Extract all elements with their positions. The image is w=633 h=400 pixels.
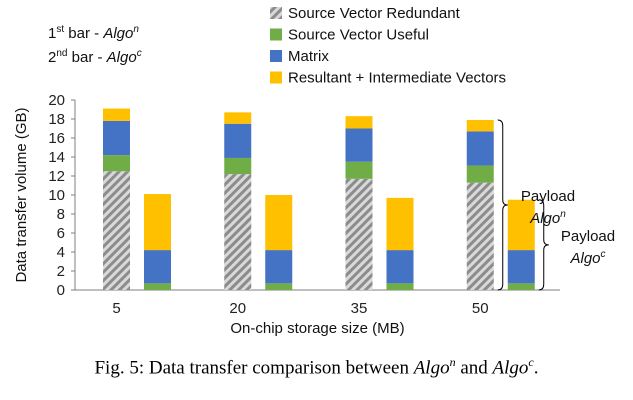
figure-caption: Fig. 5: Data transfer comparison between… — [94, 355, 539, 379]
bar-algo-n-matrix — [345, 128, 373, 162]
legend-label: Source Vector Useful — [288, 27, 429, 44]
payload-algo-c-brace-label: Payload — [561, 228, 615, 245]
legend-swatch — [270, 50, 282, 62]
x-tick-label: 50 — [472, 300, 489, 317]
bar-algo-n-source-vector-redundant — [103, 171, 130, 290]
y-tick-label: 18 — [48, 111, 65, 128]
legend-label: Resultant + Intermediate Vectors — [288, 70, 506, 87]
bar-algo-n-resultant-intermediate-vectors — [103, 108, 130, 121]
x-tick-label: 20 — [229, 300, 246, 317]
y-tick-label: 16 — [48, 130, 65, 147]
bar-algo-n-matrix — [103, 120, 130, 156]
y-tick-label: 6 — [57, 225, 65, 242]
bar-algo-c-resultant-intermediate-vectors — [265, 195, 293, 251]
y-tick-label: 0 — [57, 282, 65, 299]
axes: 0 2 4 6 8 10 12 14 16 18 20 Data transfer volume (G… — [13, 92, 560, 337]
legend-swatch — [270, 71, 282, 84]
bar-algo-n-resultant-intermediate-vectors — [224, 112, 252, 124]
bar-algo-c-matrix — [386, 250, 414, 284]
y-tick-label: 8 — [57, 206, 65, 223]
y-tick-label: 14 — [48, 149, 65, 166]
bars — [103, 108, 535, 290]
first-bar-note: 1st bar - Algon — [48, 24, 139, 42]
bar-algo-n-source-vector-redundant — [345, 178, 373, 290]
legend: Source Vector Redundant Source Vector Use… — [270, 5, 506, 87]
bar-algo-c-resultant-intermediate-vectors — [386, 197, 414, 251]
y-tick-label: 12 — [48, 168, 65, 185]
bar-algo-c-source-vector-useful — [386, 283, 414, 290]
legend-swatch — [270, 7, 282, 19]
payload-algo-n-brace — [497, 119, 508, 291]
payload-algo-n-brace-algo: Algon — [529, 209, 566, 227]
legend-label: Matrix — [288, 48, 329, 65]
bar-algo-n-source-vector-redundant — [466, 182, 494, 290]
x-tick-label: 35 — [351, 300, 368, 317]
y-tick-label: 10 — [48, 187, 65, 204]
payload-algo-n-brace-algo-sup: n — [560, 209, 566, 220]
bar-algo-c-matrix — [265, 250, 293, 284]
legend-swatch — [270, 28, 282, 41]
bar-algo-c-matrix — [507, 250, 535, 284]
bar-algo-n-source-vector-useful — [103, 155, 130, 172]
bar-algo-c-source-vector-useful — [144, 283, 171, 290]
bar-algo-c-matrix — [144, 250, 171, 284]
bar-algo-n-matrix — [224, 123, 252, 158]
legend-label: Source Vector Redundant — [288, 5, 461, 22]
y-tick-label: 4 — [57, 244, 65, 261]
bar-algo-c-source-vector-useful — [507, 283, 535, 290]
bar-algo-c-resultant-intermediate-vectors — [144, 194, 171, 251]
payload-algo-n-brace-label: Payload — [521, 188, 575, 205]
x-tick-label: 5 — [112, 300, 120, 317]
bar-algo-n-matrix — [466, 131, 494, 166]
payload-algo-c-brace-algo: Algoc — [569, 249, 605, 267]
bar-algo-n-source-vector-redundant — [224, 174, 252, 290]
x-axis-title: On-chip storage size (MB) — [230, 320, 404, 337]
bar-algo-c-source-vector-useful — [265, 283, 293, 290]
bar-algo-n-resultant-intermediate-vectors — [466, 119, 494, 132]
bar-algo-n-source-vector-useful — [224, 157, 252, 175]
second-bar-note: 2nd bar - Algoc — [48, 48, 142, 66]
bar-algo-n-resultant-intermediate-vectors — [345, 116, 373, 129]
bar-algo-c-resultant-intermediate-vectors — [507, 199, 535, 251]
payload-algo-c-brace-algo-sup: c — [601, 249, 606, 260]
y-axis-title: Data transfer volume (GB) — [13, 107, 30, 282]
payload-algo-c-brace — [538, 199, 549, 291]
bar-algo-n-source-vector-useful — [345, 161, 373, 179]
bar-algo-n-source-vector-useful — [466, 165, 494, 183]
y-tick-label: 2 — [57, 263, 65, 280]
y-tick-label: 20 — [48, 92, 65, 109]
